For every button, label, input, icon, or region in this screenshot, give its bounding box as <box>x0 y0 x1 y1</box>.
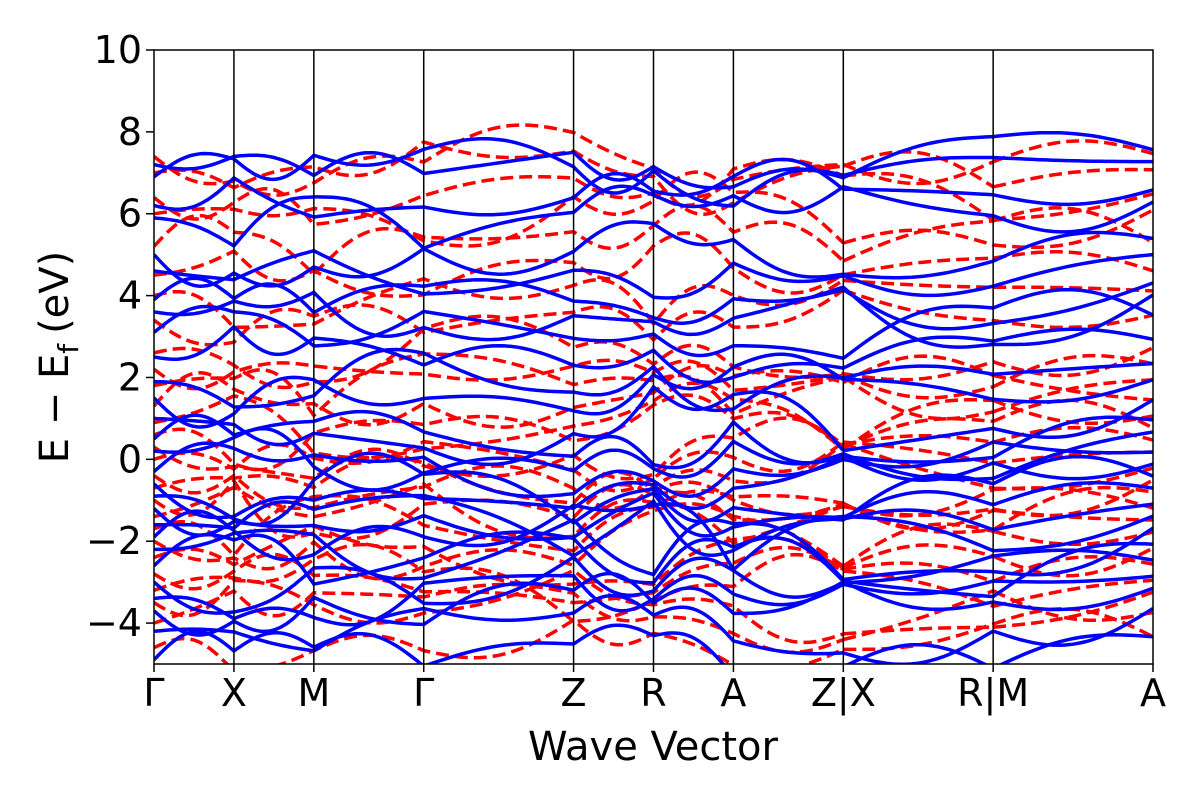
spin-up-band-line <box>154 347 1153 413</box>
spin-up-band-line <box>154 184 1153 251</box>
x-tick-label: R|M <box>957 671 1029 716</box>
spin-up-band-line <box>154 502 1153 573</box>
spin-up-band-line <box>154 455 1153 520</box>
x-tick-label: A <box>720 671 746 715</box>
x-tick-label: R <box>640 671 666 715</box>
y-axis-label-sub: f <box>52 343 85 354</box>
spin-up-band-line <box>154 409 1153 470</box>
spin-up-band-line <box>154 287 1153 361</box>
spin-down-band-line <box>154 170 1153 250</box>
x-tick-label: X <box>221 671 247 715</box>
spin-up-band-line <box>154 593 1153 664</box>
y-tick-label: 10 <box>94 28 142 72</box>
spin-up-band-line <box>154 493 1153 559</box>
x-tick-label: Γ <box>143 671 164 715</box>
spin-down-band-line <box>154 354 1153 429</box>
y-axis-label-main: E − E <box>32 354 78 464</box>
x-tick-label: Z <box>561 671 587 715</box>
x-axis-label: Wave Vector <box>528 724 779 770</box>
y-tick-label: 6 <box>118 192 142 236</box>
spin-down-band-line <box>154 524 1153 587</box>
y-tick-label: −4 <box>86 601 142 645</box>
spin-up-band-line <box>154 352 1153 429</box>
spin-down-band-line <box>154 231 1153 298</box>
y-axis-label-unit: (eV) <box>32 251 78 334</box>
spin-up-band-line <box>154 157 1153 219</box>
spin-up-band-line <box>154 276 1153 331</box>
y-tick-label: 4 <box>118 274 142 318</box>
y-tick-label: −2 <box>86 519 142 563</box>
spin-up-band-line <box>154 220 1153 288</box>
spin-up-band-line <box>154 248 1153 300</box>
spin-up-band-line <box>154 136 1153 208</box>
x-tick-label: Γ <box>413 671 434 715</box>
k-point-dividers <box>233 50 994 664</box>
spin-up-band-line <box>154 571 1153 637</box>
spin-down-band-line <box>154 203 1153 277</box>
spin-down-band-line <box>154 442 1153 511</box>
x-axis-ticks: Γ X M Γ Z R A Z|X R|M A <box>143 664 1166 716</box>
spin-up-band-line <box>154 623 1153 664</box>
y-axis-label: E − Ef (eV) <box>32 251 85 464</box>
x-tick-label: A <box>1140 671 1166 715</box>
y-axis-ticks: −4 −2 0 2 4 6 8 10 <box>86 28 154 645</box>
y-tick-label: 0 <box>118 437 142 481</box>
spin-up-band-line <box>154 384 1153 467</box>
y-tick-label: 8 <box>118 110 142 154</box>
spin-up-band-line <box>154 285 1153 349</box>
spin-up-bands <box>154 130 1153 664</box>
spin-up-band-line <box>154 130 1153 190</box>
spin-up-band-line <box>154 517 1153 582</box>
spin-down-band-line <box>154 542 1153 624</box>
spin-up-band-line <box>154 573 1153 627</box>
y-tick-label: 2 <box>118 355 142 399</box>
spin-down-band-line <box>154 140 1153 216</box>
x-tick-label: M <box>297 671 330 715</box>
spin-down-band-line <box>154 276 1153 330</box>
x-tick-label: Z|X <box>811 671 876 716</box>
